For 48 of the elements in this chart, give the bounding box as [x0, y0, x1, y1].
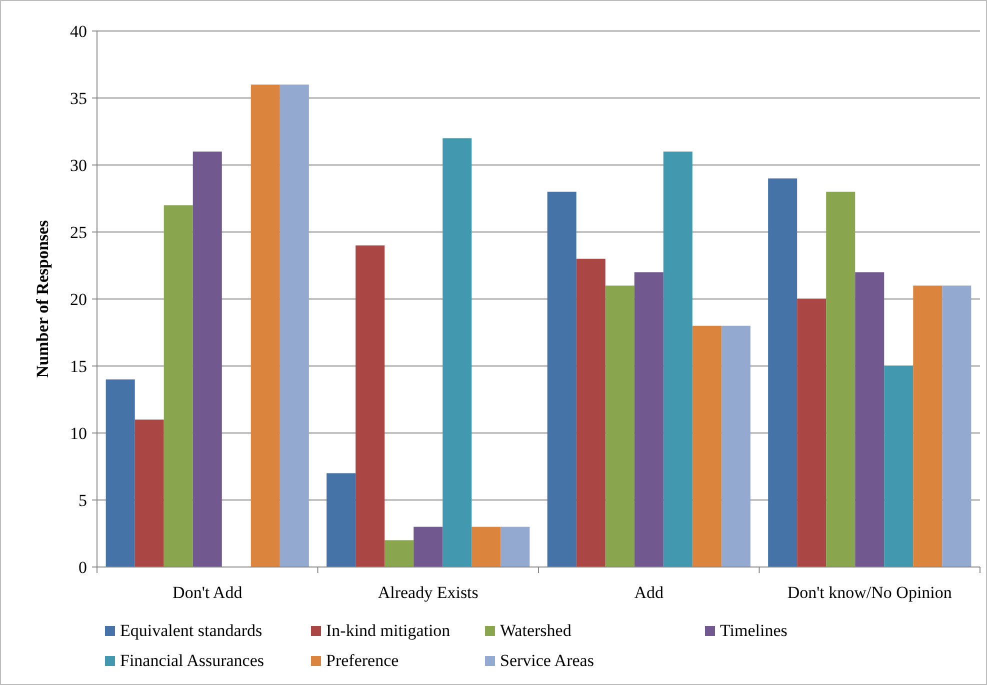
- bar: [634, 272, 664, 567]
- y-tick-label: 15: [70, 356, 87, 376]
- bar: [106, 379, 135, 567]
- y-tick-label: 35: [70, 88, 87, 108]
- y-tick-label: 25: [70, 222, 87, 242]
- legend-label: Preference: [326, 651, 399, 670]
- y-tick-label: 40: [70, 22, 87, 41]
- bar: [472, 526, 501, 567]
- bar: [855, 272, 884, 567]
- x-tick-label: Don't Add: [172, 583, 243, 602]
- legend-label: Service Areas: [500, 651, 594, 670]
- bar: [913, 286, 942, 567]
- bar: [547, 192, 576, 567]
- bar: [442, 138, 472, 567]
- bar: [164, 205, 193, 567]
- bar: [692, 326, 722, 567]
- bar: [134, 420, 164, 567]
- bar: [663, 152, 692, 567]
- bar: [280, 84, 309, 567]
- legend-label: Equivalent standards: [120, 621, 262, 640]
- legend-label: Watershed: [500, 621, 572, 640]
- bar: [826, 192, 856, 567]
- x-tick-label: Already Exists: [378, 583, 478, 602]
- y-tick-label: 30: [70, 156, 87, 175]
- bar: [414, 526, 443, 567]
- y-tick-label: 10: [70, 424, 87, 443]
- bar: [356, 245, 385, 567]
- bar: [884, 366, 914, 567]
- bar: [721, 326, 750, 567]
- bar: [797, 299, 826, 567]
- legend-label: Timelines: [720, 621, 788, 640]
- bar: [500, 526, 530, 567]
- y-tick-label: 5: [78, 490, 87, 510]
- y-tick-label: 0: [78, 558, 87, 577]
- legend-label: Financial Assurances: [120, 651, 264, 670]
- y-axis-title: Number of Responses: [33, 220, 52, 378]
- bar: [384, 540, 414, 567]
- bar: [942, 286, 972, 567]
- bar: [250, 84, 280, 567]
- bar: [768, 178, 798, 567]
- legend-label: In-kind mitigation: [326, 621, 451, 640]
- bar: [576, 258, 606, 567]
- bar: [192, 152, 222, 567]
- y-tick-label: 20: [70, 290, 87, 309]
- x-tick-label: Add: [634, 583, 664, 602]
- x-tick-label: Don't know/No Opinion: [787, 583, 952, 602]
- bar: [605, 286, 634, 567]
- bar: [326, 473, 356, 567]
